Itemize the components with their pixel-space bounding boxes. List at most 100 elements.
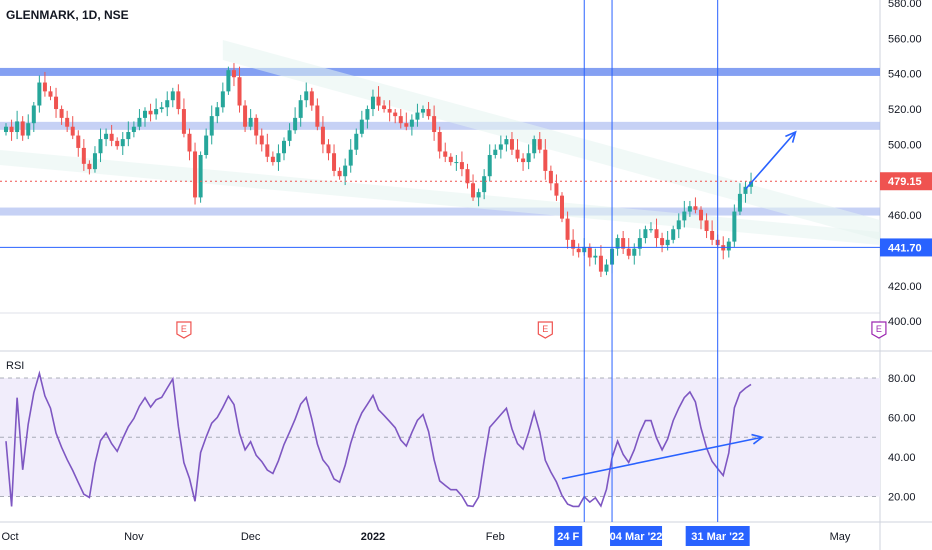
rsi-line bbox=[5, 370, 752, 508]
candle-body bbox=[98, 139, 103, 154]
candle-body bbox=[231, 70, 236, 78]
candle-body bbox=[92, 153, 97, 170]
candle-body bbox=[31, 105, 36, 124]
candle-body bbox=[398, 116, 403, 124]
candle-body bbox=[587, 246, 592, 258]
support-resistance-band-1 bbox=[0, 67, 880, 76]
price-axis[interactable]: 580.00560.00540.00520.00500.00480.00460.… bbox=[880, 0, 932, 504]
candle-body bbox=[87, 163, 92, 170]
candle-body bbox=[348, 149, 353, 166]
price-tick: 560.00 bbox=[888, 33, 922, 45]
candle-body bbox=[254, 117, 259, 136]
rsi-pane-label: RSI bbox=[6, 360, 25, 372]
trend-channel-lower bbox=[0, 150, 880, 245]
candle-body bbox=[148, 110, 153, 115]
rsi-area bbox=[0, 370, 880, 508]
earnings-marker[interactable]: E bbox=[176, 321, 192, 339]
rsi-divergence-arrow-head bbox=[751, 433, 764, 445]
candle-body bbox=[671, 229, 676, 240]
candle-body bbox=[159, 107, 164, 110]
earnings-icon bbox=[871, 321, 887, 339]
candle-body bbox=[687, 206, 692, 212]
candle-body bbox=[521, 158, 526, 163]
candle-body bbox=[459, 162, 464, 170]
price-tick: 460.00 bbox=[888, 210, 922, 222]
candle-body bbox=[143, 110, 147, 118]
candle-body bbox=[665, 239, 670, 246]
candle-body bbox=[365, 109, 370, 120]
candle-body bbox=[198, 154, 203, 198]
candle-body bbox=[248, 117, 253, 127]
candle-body bbox=[309, 91, 314, 106]
price-tick: 500.00 bbox=[888, 139, 922, 151]
time-highlight-label: 31 Mar '22 bbox=[691, 531, 744, 543]
candle-body bbox=[543, 149, 548, 171]
candle-body bbox=[654, 229, 659, 239]
candle-body bbox=[621, 238, 626, 249]
earnings-icon bbox=[537, 321, 553, 339]
candle-body bbox=[76, 135, 81, 148]
candle-body bbox=[65, 117, 70, 127]
level-tag bbox=[880, 238, 932, 257]
candle-body bbox=[615, 238, 620, 249]
candle-body bbox=[565, 218, 570, 240]
candle-body bbox=[226, 70, 231, 92]
candle-body bbox=[165, 100, 170, 108]
candle-body bbox=[137, 117, 142, 127]
horizontal-bands bbox=[0, 67, 880, 216]
candle-body bbox=[326, 144, 331, 154]
candle-body bbox=[710, 230, 715, 240]
time-highlight-tag bbox=[554, 526, 583, 546]
candle-body bbox=[181, 109, 186, 134]
candle-body bbox=[443, 151, 448, 157]
candle-body bbox=[598, 255, 603, 272]
candle-body bbox=[187, 133, 192, 152]
time-highlight-tag bbox=[685, 526, 750, 546]
trend-channel bbox=[0, 40, 881, 245]
candle-body bbox=[554, 183, 559, 196]
candle-body bbox=[732, 211, 737, 242]
rsi-tick: 40.00 bbox=[888, 452, 916, 464]
candle-body bbox=[126, 132, 131, 140]
candle-body bbox=[59, 109, 64, 118]
candle-body bbox=[304, 91, 309, 101]
candle-body bbox=[743, 186, 748, 194]
price-projection-arrow bbox=[744, 131, 797, 190]
candle-body bbox=[432, 116, 437, 133]
candle-body bbox=[482, 176, 487, 193]
candle-body bbox=[749, 181, 754, 187]
candle-body bbox=[170, 91, 175, 101]
candle-body bbox=[476, 192, 481, 198]
time-highlight-label: 24 F bbox=[557, 531, 579, 543]
candle-body bbox=[298, 100, 303, 118]
candle-body bbox=[454, 162, 459, 164]
earnings-marker[interactable]: E bbox=[871, 321, 887, 339]
candle-body bbox=[526, 153, 531, 163]
candle-body bbox=[176, 91, 181, 110]
candle-body bbox=[682, 211, 687, 221]
candle-body bbox=[315, 105, 320, 127]
candle-body bbox=[404, 123, 409, 127]
candle-body bbox=[571, 239, 576, 249]
support-resistance-band-3 bbox=[0, 207, 880, 216]
candle-body bbox=[509, 139, 514, 150]
candle-body bbox=[626, 248, 631, 256]
candle-body bbox=[426, 109, 431, 117]
candle-body bbox=[131, 126, 136, 133]
earnings-letter: E bbox=[181, 324, 187, 334]
candle-body bbox=[154, 109, 159, 115]
candle-body bbox=[259, 135, 264, 145]
time-tick: 2022 bbox=[361, 531, 385, 543]
time-tick: Nov bbox=[124, 531, 144, 543]
time-axis[interactable]: Oct Nov Dec 2022 Feb May 24 F 04 Mar '22 31 Mar … bbox=[1, 526, 851, 546]
earnings-marker[interactable]: E bbox=[537, 321, 553, 339]
price-tick: 520.00 bbox=[888, 104, 922, 116]
candle-body bbox=[393, 112, 398, 117]
candle-body bbox=[548, 170, 553, 184]
candle-body bbox=[498, 144, 503, 150]
candle-body bbox=[448, 156, 453, 163]
time-tick: May bbox=[830, 531, 851, 543]
candle-body bbox=[81, 147, 86, 164]
candle-body bbox=[726, 241, 731, 251]
